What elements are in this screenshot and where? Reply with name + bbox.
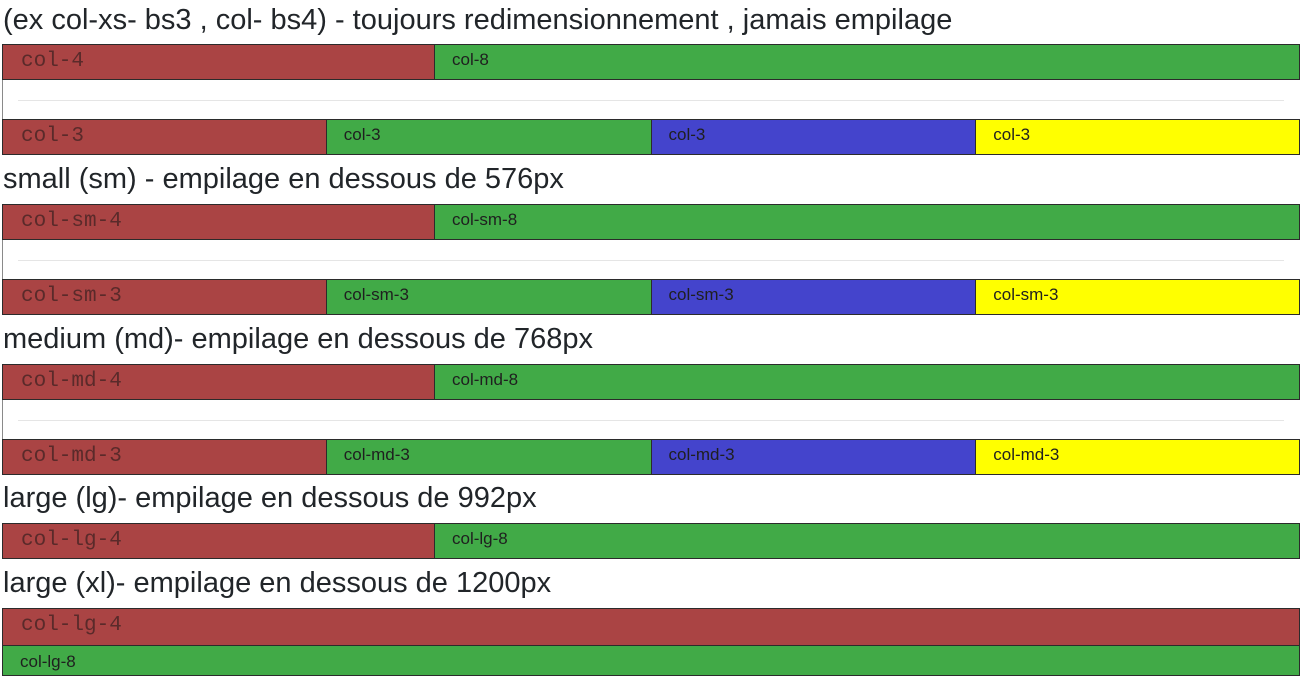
separator — [18, 260, 1284, 261]
row-sm-4-8: col-sm-4 col-sm-8 — [2, 204, 1300, 240]
col-box-yellow: col-3 — [976, 119, 1300, 155]
row-xl-stacked-bottom: col-lg-8 — [2, 646, 1300, 676]
row-md-4-8: col-md-4 col-md-8 — [2, 364, 1300, 400]
col-box-green: col-md-3 — [326, 439, 652, 475]
container-edge — [2, 80, 3, 119]
container-edge — [2, 240, 3, 279]
col-box-blue: col-md-3 — [651, 439, 977, 475]
col-box-green: col-lg-8 — [2, 646, 1300, 676]
col-box-yellow: col-sm-3 — [976, 279, 1300, 315]
row-md-3-3-3-3: col-md-3 col-md-3 col-md-3 col-md-3 — [2, 439, 1300, 475]
container-edge — [2, 400, 3, 439]
col-box-green: col-3 — [326, 119, 652, 155]
col-box-blue: col-3 — [651, 119, 977, 155]
row-xs-3-3-3-3: col-3 col-3 col-3 col-3 — [2, 119, 1300, 155]
row-xs-4-8: col-4 col-8 — [2, 44, 1300, 80]
separator — [18, 100, 1284, 101]
col-box-green: col-md-8 — [435, 364, 1300, 400]
section-heading-md: medium (md)- empilage en dessous de 768p… — [3, 323, 593, 355]
section-heading-lg: large (lg)- empilage en dessous de 992px — [3, 482, 537, 514]
separator — [18, 420, 1284, 421]
col-box-yellow: col-md-3 — [976, 439, 1300, 475]
col-box-red: col-3 — [2, 119, 327, 155]
col-box-red: col-sm-3 — [2, 279, 327, 315]
col-box-green: col-lg-8 — [435, 523, 1300, 559]
section-heading-xs: (ex col-xs- bs3 , col- bs4) - toujours r… — [3, 4, 953, 36]
col-box-green: col-8 — [435, 44, 1300, 80]
row-lg-4-8: col-lg-4 col-lg-8 — [2, 523, 1300, 559]
section-heading-sm: small (sm) - empilage en dessous de 576p… — [3, 163, 564, 195]
col-box-red: col-lg-4 — [2, 523, 435, 559]
col-box-green: col-sm-8 — [435, 204, 1300, 240]
col-box-red: col-md-3 — [2, 439, 327, 475]
col-box-red: col-md-4 — [2, 364, 435, 400]
row-sm-3-3-3-3: col-sm-3 col-sm-3 col-sm-3 col-sm-3 — [2, 279, 1300, 315]
col-box-green: col-sm-3 — [326, 279, 652, 315]
col-box-blue: col-sm-3 — [651, 279, 977, 315]
col-box-red: col-lg-4 — [2, 608, 1300, 646]
section-heading-xl: large (xl)- empilage en dessous de 1200p… — [3, 567, 552, 599]
row-xl-stacked-top: col-lg-4 — [2, 608, 1300, 646]
col-box-red: col-4 — [2, 44, 435, 80]
col-box-red: col-sm-4 — [2, 204, 435, 240]
